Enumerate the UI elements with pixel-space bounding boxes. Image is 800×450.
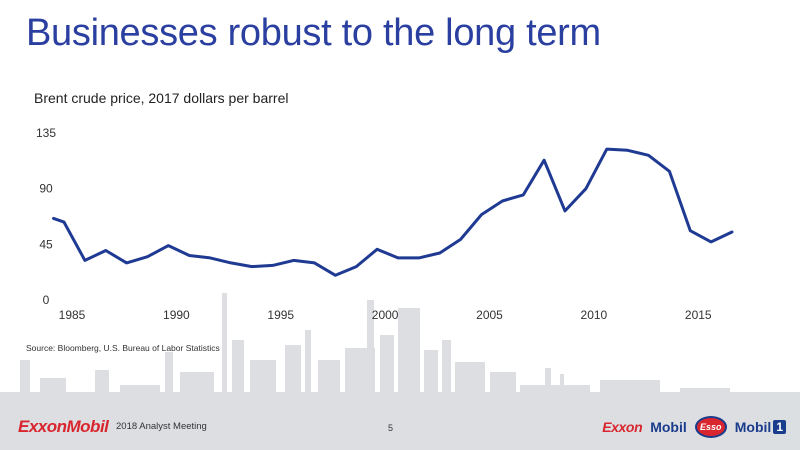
x-tick-label: 1990 xyxy=(163,308,190,322)
slide-title: Businesses robust to the long term xyxy=(26,12,601,54)
page-number: 5 xyxy=(388,423,394,433)
y-tick-label: 90 xyxy=(39,182,53,196)
mobil1-number: 1 xyxy=(773,420,786,434)
x-tick-label: 1985 xyxy=(59,308,86,322)
x-tick-label: 2000 xyxy=(372,308,399,322)
mobil1-logo: Mobil 1 xyxy=(735,419,786,435)
y-tick-label: 135 xyxy=(36,126,56,140)
y-tick-label: 0 xyxy=(43,293,50,307)
x-tick-label: 2005 xyxy=(476,308,503,322)
brent-price-line xyxy=(52,147,734,277)
data-points xyxy=(53,149,733,276)
exxon-logo: Exxon xyxy=(602,419,643,435)
x-tick-label: 2015 xyxy=(685,308,712,322)
x-axis-ticks: 1985 1990 1995 2000 2005 2010 2015 xyxy=(59,308,712,322)
esso-logo: Esso xyxy=(694,416,727,438)
x-tick-label: 2010 xyxy=(581,308,608,322)
footer-event-name: 2018 Analyst Meeting xyxy=(116,421,207,432)
x-tick-label: 1995 xyxy=(267,308,294,322)
mobil1-text: Mobil xyxy=(734,419,772,435)
y-axis-ticks: 0 45 90 135 xyxy=(36,126,56,307)
exxonmobil-logo: ExxonMobil xyxy=(18,417,109,436)
mobil-logo: Mobil xyxy=(650,419,687,435)
source-note: Source: Bloomberg, U.S. Bureau of Labor … xyxy=(26,343,220,353)
y-tick-label: 45 xyxy=(39,237,53,251)
chart-title: Brent crude price, 2017 dollars per barr… xyxy=(34,90,289,106)
brand-logos: Exxon Mobil Esso Mobil 1 xyxy=(602,414,786,440)
